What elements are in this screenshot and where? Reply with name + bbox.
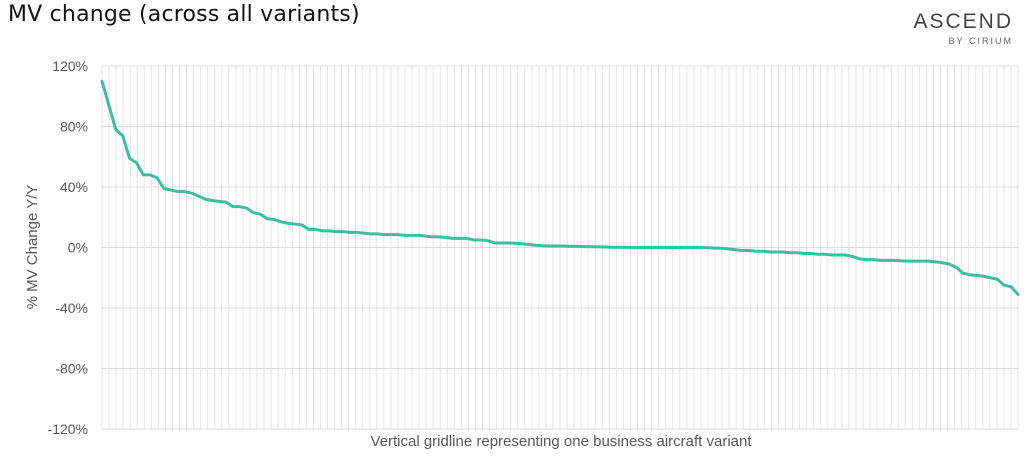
brand-name: ASCEND — [913, 10, 1013, 33]
chart-title: MV change (across all variants) — [8, 2, 360, 27]
y-axis-ticks: -120% -80% -40% 0% 40% 80% 120% — [48, 58, 88, 437]
ascend-logo: ASCEND BY CIRIUM — [913, 10, 1013, 46]
x-axis-label: Vertical gridline representing one busin… — [370, 433, 752, 450]
y-axis-label: % MV Change Y/Y — [24, 185, 41, 310]
y-tick-label: 0% — [68, 240, 88, 256]
series-line — [100, 79, 1020, 296]
y-tick-label: -80% — [55, 361, 88, 377]
horizontal-gridlines — [102, 65, 1018, 430]
y-tick-label: 80% — [60, 119, 88, 135]
y-tick-label: 120% — [52, 58, 88, 74]
brand-subtitle: BY CIRIUM — [948, 36, 1013, 46]
y-tick-label: -120% — [48, 421, 88, 437]
y-tick-label: -40% — [55, 300, 88, 316]
y-tick-label: 40% — [60, 179, 88, 195]
